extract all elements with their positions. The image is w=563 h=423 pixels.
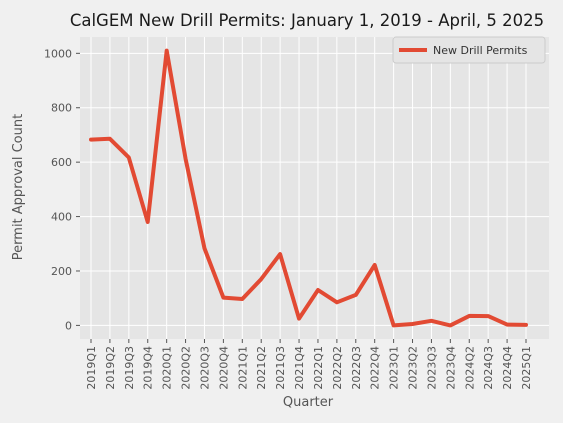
data-point [411, 323, 414, 325]
x-tick-label: 2019Q4 [142, 346, 155, 390]
data-point [109, 137, 111, 140]
y-tick-label: 0 [65, 319, 72, 332]
y-axis-label: Permit Approval Count [11, 114, 26, 260]
x-tick-label: 2024Q2 [463, 346, 476, 390]
x-tick-label: 2020Q4 [217, 346, 230, 390]
data-point [317, 289, 319, 291]
legend-label: New Drill Permits [433, 44, 528, 57]
x-tick-label: 2020Q1 [161, 346, 174, 390]
data-point [468, 315, 471, 317]
y-tick-label: 200 [51, 265, 72, 278]
data-point [128, 156, 130, 159]
data-point [146, 221, 149, 223]
x-tick-label: 2021Q2 [255, 346, 268, 390]
x-tick-label: 2022Q3 [350, 346, 363, 390]
y-tick-labels: 0 200 400 600 800 1000 [44, 47, 80, 332]
data-point [165, 49, 168, 52]
x-tick-label: 2019Q3 [123, 346, 136, 390]
chart-title: CalGEM New Drill Permits: January 1, 201… [70, 11, 544, 30]
data-point [449, 324, 452, 327]
x-tick-label: 2021Q3 [274, 346, 287, 390]
x-tick-label: 2023Q1 [388, 346, 401, 390]
y-tick-label: 1000 [44, 47, 72, 60]
x-tick-label: 2023Q3 [425, 346, 438, 390]
x-tick-label: 2021Q1 [236, 346, 249, 390]
data-point [184, 158, 187, 160]
x-tick-label: 2022Q4 [369, 346, 382, 390]
data-point [241, 298, 244, 300]
series-line [89, 48, 528, 328]
grid-lines [80, 37, 549, 339]
legend-box [392, 36, 546, 64]
x-tick-label: 2024Q4 [501, 346, 514, 390]
x-tick-label: 2020Q3 [198, 346, 211, 390]
data-point [279, 253, 281, 255]
series-lines [89, 48, 528, 328]
x-tick-label: 2024Q3 [482, 346, 495, 390]
y-tick-label: 600 [51, 156, 72, 169]
x-tick-label: 2025Q1 [520, 346, 533, 390]
data-point [487, 315, 489, 317]
legend: New Drill Permits [392, 36, 546, 64]
data-point [298, 317, 300, 320]
data-point [430, 319, 433, 322]
x-tick-label: 2019Q2 [104, 346, 117, 390]
plot-area [80, 37, 549, 339]
x-tick-label: 2020Q2 [180, 346, 193, 390]
data-point [336, 301, 338, 304]
x-tick-label: 2021Q4 [293, 346, 306, 390]
data-point [392, 324, 395, 327]
y-tick-label: 400 [51, 211, 72, 224]
x-tick-label: 2019Q1 [85, 346, 98, 390]
data-point [354, 294, 357, 296]
data-point [506, 323, 508, 326]
x-tick-label: 2022Q2 [331, 346, 344, 390]
x-tick-label: 2023Q2 [407, 346, 420, 390]
data-point [90, 138, 92, 141]
data-point [373, 264, 376, 266]
x-tick-label: 2022Q1 [312, 346, 325, 390]
x-tick-label: 2023Q4 [444, 346, 457, 390]
data-point [525, 324, 527, 326]
data-point [203, 247, 206, 250]
data-point [260, 278, 263, 280]
data-point [222, 296, 225, 299]
x-tick-labels: 2019Q1 2019Q2 2019Q3 2019Q4 2020Q1 2020Q2 2020… [85, 339, 533, 390]
x-axis-label: Quarter [283, 395, 334, 410]
y-tick-label: 800 [51, 102, 72, 115]
